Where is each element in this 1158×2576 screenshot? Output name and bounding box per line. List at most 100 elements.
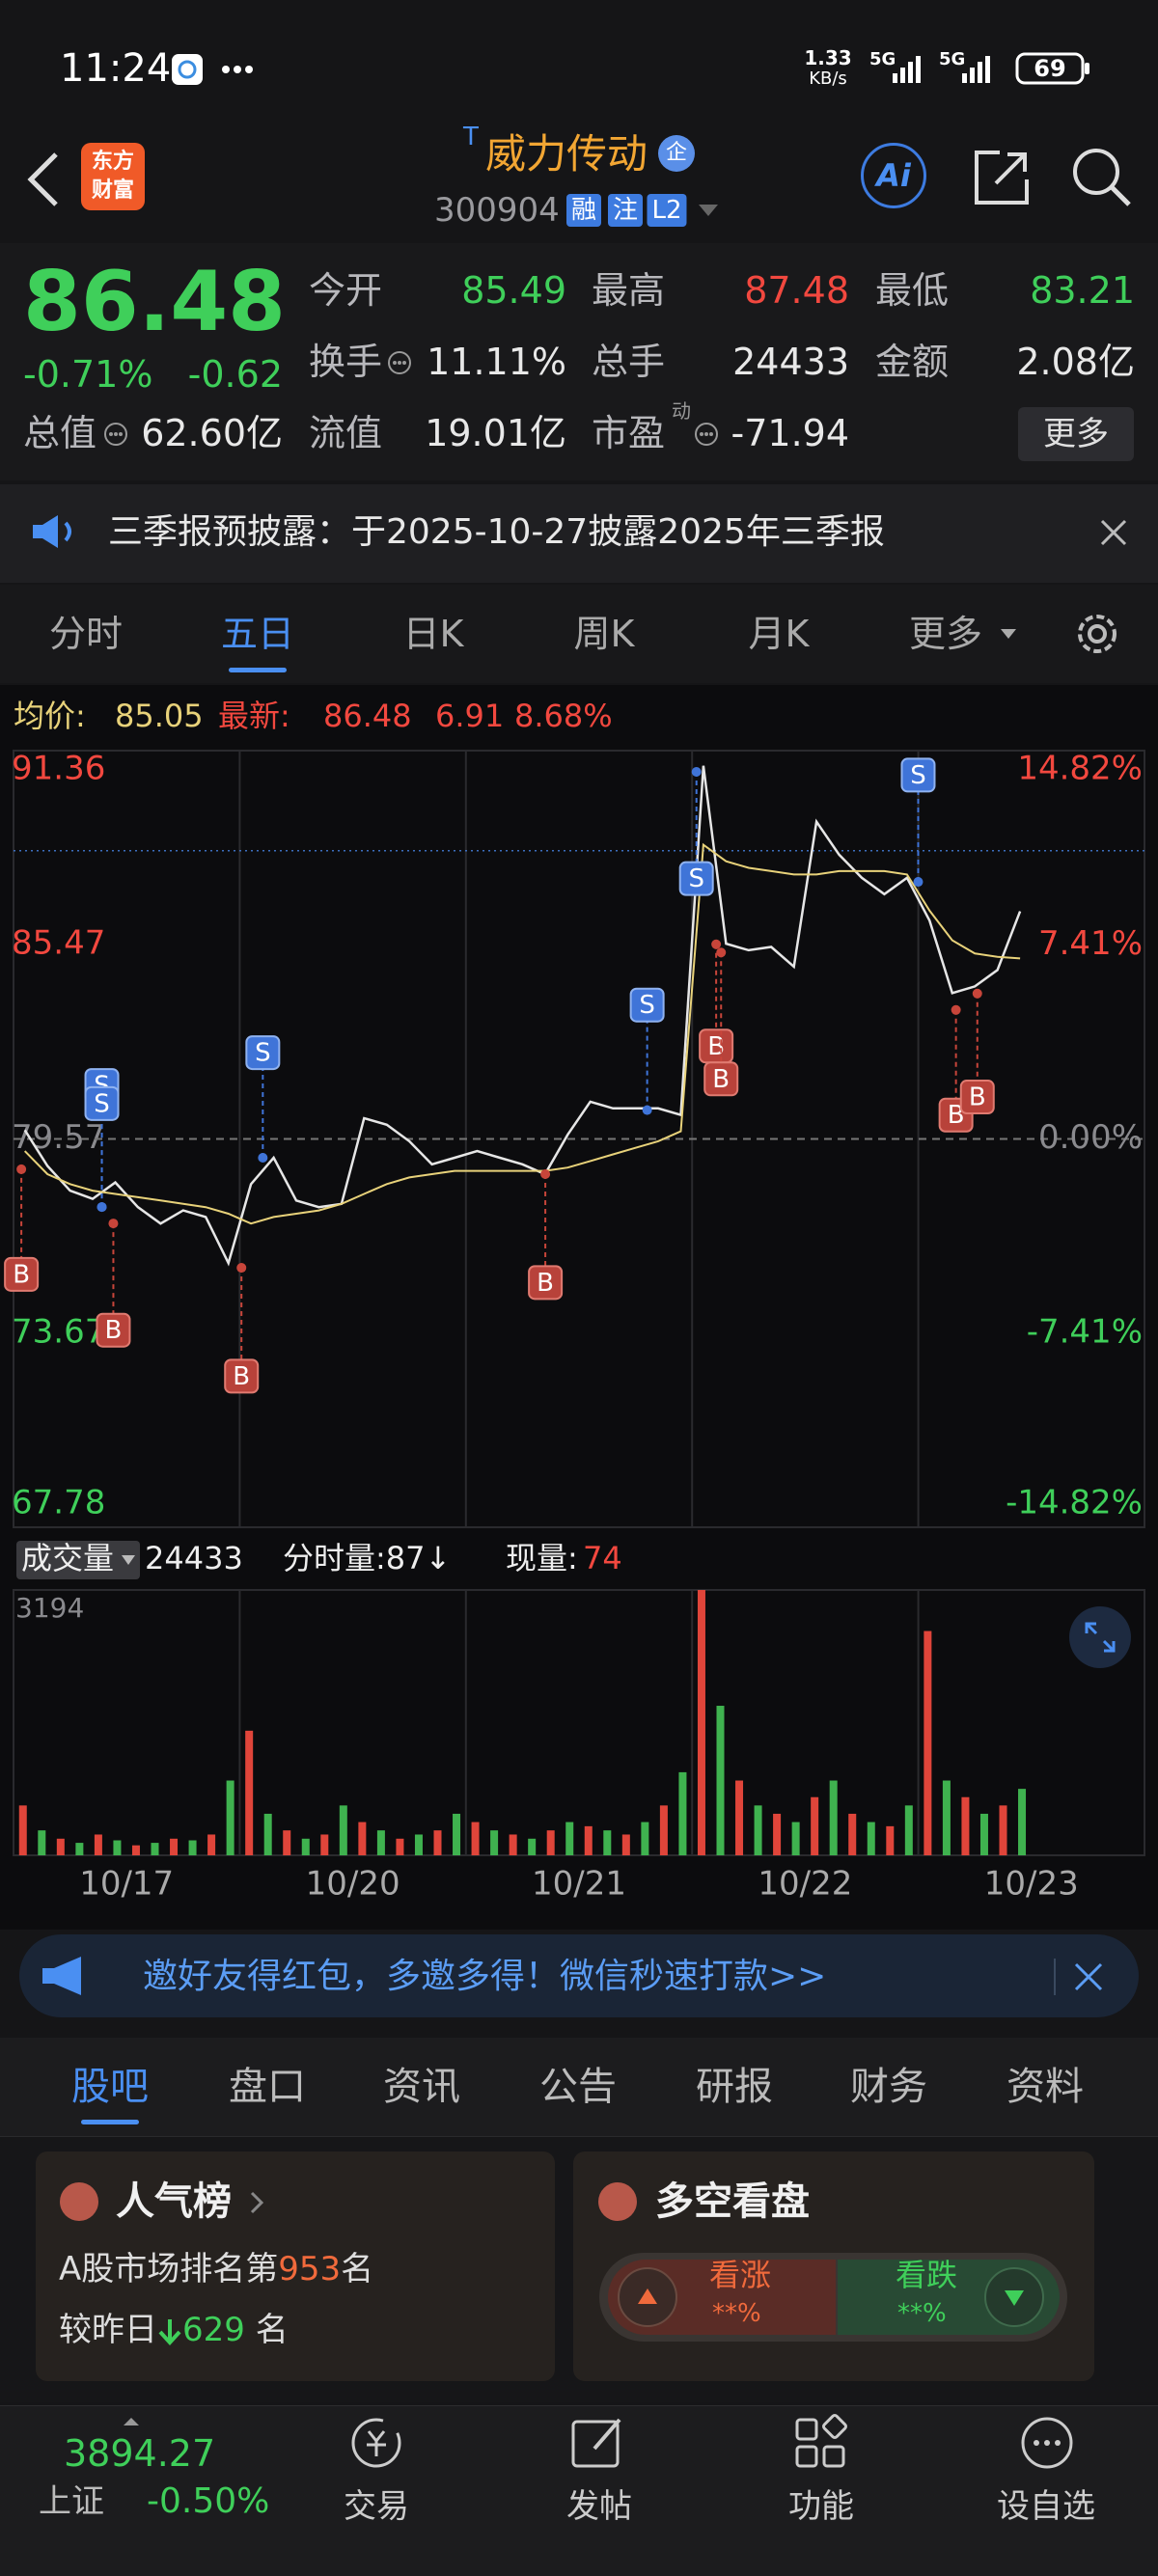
info-tab[interactable]: 资料	[1006, 2065, 1084, 2109]
field-value: -71.94	[731, 412, 850, 454]
notice-bar[interactable]	[0, 484, 1158, 583]
volume-bar	[56, 1838, 65, 1855]
signal-label: S	[688, 864, 704, 893]
volume-bar	[376, 1830, 385, 1855]
megaphone-icon	[42, 1957, 81, 1995]
signal-label: S	[910, 761, 926, 790]
signal-label: B	[969, 1083, 986, 1112]
app-logo[interactable]	[81, 143, 145, 210]
signal-dot	[16, 1164, 27, 1174]
volume-bar	[848, 1813, 857, 1855]
signal-box	[959, 1080, 995, 1115]
volume-bar	[754, 1805, 762, 1855]
dropdown-icon[interactable]	[697, 201, 720, 220]
notice-text: 三季报预披露：于2025-10-27披露2025年三季报	[108, 512, 885, 552]
field-label: 今开	[309, 269, 383, 312]
signal-label: S	[255, 1039, 271, 1068]
chart-tab[interactable]: 周K	[573, 613, 635, 655]
signal-box	[900, 757, 936, 793]
volume-bar	[791, 1822, 800, 1855]
field-label: 换手	[309, 341, 383, 383]
nav-item[interactable]: 发帖	[566, 2487, 632, 2526]
chart-tab[interactable]: 分时	[48, 613, 124, 655]
feature-icon[interactable]	[791, 2414, 851, 2472]
index-value[interactable]: 3894.27	[64, 2432, 216, 2475]
expand-button[interactable]	[1069, 1606, 1131, 1668]
field-label: 总手	[592, 341, 666, 383]
volume-bar	[641, 1822, 649, 1855]
signal-dot	[540, 1169, 551, 1180]
signal-dot	[642, 1105, 652, 1115]
chart-tab-active[interactable]: 五日	[220, 613, 295, 655]
rank-value: 953	[278, 2250, 342, 2288]
watchlist-icon[interactable]	[1017, 2414, 1077, 2472]
back-button[interactable]	[21, 149, 64, 210]
volume-bar	[358, 1822, 367, 1855]
rank-prefix: A股市场排名第953名	[59, 2253, 373, 2286]
signal-box	[629, 987, 665, 1023]
signal-dot	[716, 947, 727, 958]
close-notice[interactable]	[1098, 517, 1129, 548]
signal-icons: 5G 5G	[869, 49, 990, 83]
volume-bar	[75, 1843, 84, 1855]
info-icon[interactable]	[386, 349, 413, 376]
field-label: 最高	[592, 269, 666, 312]
info-tab[interactable]: 公告	[539, 2065, 617, 2109]
bear-value: **%	[897, 2299, 947, 2328]
volume-bar	[528, 1838, 537, 1855]
tab-underline	[81, 2120, 139, 2124]
nav-item[interactable]: 交易	[344, 2487, 409, 2526]
volume-title: 成交量	[21, 1540, 114, 1576]
card-title: 多空看盘	[655, 2179, 810, 2224]
info-tab[interactable]: 资讯	[383, 2065, 460, 2109]
signal-label: S	[639, 991, 655, 1020]
index-name: 上证	[39, 2482, 104, 2521]
volume-bar	[999, 1805, 1007, 1855]
caret	[124, 2418, 139, 2425]
volume-bar	[735, 1780, 744, 1855]
signal-dot	[258, 1153, 268, 1163]
ad-close[interactable]	[1073, 1961, 1104, 1992]
trade-icon[interactable]	[345, 2414, 407, 2472]
tag: L2	[647, 194, 687, 227]
down-arrow	[158, 2318, 181, 2345]
index-change: -0.50%	[147, 2481, 270, 2521]
popularity-card[interactable]	[36, 2151, 555, 2381]
info-icon[interactable]	[102, 421, 129, 448]
post-icon[interactable]	[569, 2414, 629, 2472]
info-tab-active[interactable]: 股吧	[71, 2065, 149, 2109]
card-title: 人气榜	[116, 2179, 232, 2224]
share-button[interactable]	[971, 147, 1033, 208]
volume-bar	[811, 1796, 819, 1855]
info-tab[interactable]: 研报	[696, 2065, 773, 2109]
dropdown-icon	[1001, 629, 1016, 639]
chart-tab[interactable]: 更多	[908, 613, 983, 655]
nav-item[interactable]: 设自选	[997, 2487, 1095, 2526]
signal-dot	[236, 1263, 247, 1274]
expand-icon	[1085, 1622, 1116, 1653]
popularity-icon	[60, 2182, 98, 2221]
search-button[interactable]	[1069, 145, 1133, 208]
ai-button[interactable]	[861, 143, 926, 208]
volume-bar	[188, 1840, 197, 1855]
tag: 融	[565, 194, 602, 227]
ad-banner[interactable]	[19, 1934, 1139, 2017]
field-value: 11.11%	[427, 341, 566, 383]
ai-text: Ai	[876, 157, 911, 194]
info-icon[interactable]	[693, 421, 720, 448]
field-label: 流值	[309, 412, 383, 454]
ad-divider	[1054, 1959, 1056, 1995]
y-tick-label: 79.57	[12, 1118, 105, 1157]
bear-label: 看跌	[896, 2257, 958, 2293]
info-tab[interactable]: 盘口	[229, 2065, 306, 2109]
bull-value: **%	[712, 2299, 761, 2328]
nav-item[interactable]: 功能	[788, 2487, 854, 2526]
chart-tab[interactable]: 月K	[748, 613, 810, 655]
settings-button[interactable]	[1071, 608, 1123, 660]
chart-tab[interactable]: 日K	[402, 613, 464, 655]
badge-circle	[658, 135, 695, 172]
x-tick-label: 10/22	[758, 1865, 852, 1904]
more-button[interactable]	[1018, 407, 1134, 461]
info-tab[interactable]: 财务	[850, 2065, 927, 2109]
speed-value: 1.33	[804, 46, 852, 69]
